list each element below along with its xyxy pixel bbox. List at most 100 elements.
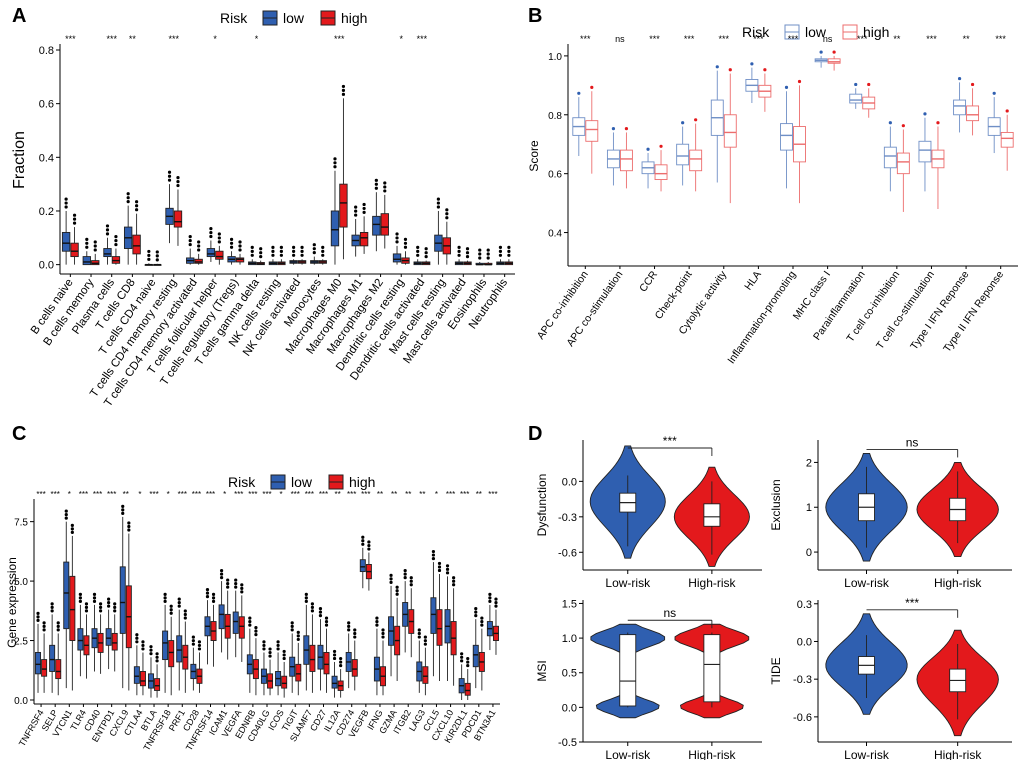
D2-x-tick-label-high-risk: High-risk [934,576,982,590]
C-y-tick-label: 5.0 [14,577,28,588]
C-outlier-low [248,620,252,624]
B-y-tick-label: 0.4 [548,229,562,240]
C-outlier-high [282,649,286,654]
A-outlier-high [424,247,428,251]
A-outlier-high [259,247,263,251]
C-significance-cxcl9: ** [123,490,129,499]
A-outlier-low [498,245,503,249]
B-significance-mhc-class-i: ns [823,34,833,44]
A-outlier-high [155,258,159,262]
A-outlier-low [312,243,316,247]
C-legend-title: Risk [228,474,256,490]
C-outlier-high [268,647,272,651]
A-legend-label-high: high [341,10,367,26]
C-box-low-ccl5 [430,597,437,634]
C-outlier-low [431,553,436,557]
D2-y-axis-label: Exclusion [769,479,783,530]
A-outlier-low [229,245,234,249]
C-outlier-low [332,653,337,657]
A-outlier-high [176,176,180,180]
B-box-low-inflammation-promoting [780,123,793,151]
A-box-high-t-cells-follicular-helper [215,250,224,260]
B-box-high-mhc-class-i [827,58,841,64]
C-outlier-high [296,637,300,642]
C-box-low-tlr4 [77,628,84,651]
A-outlier-high [507,245,511,249]
C-box-low-selp [49,644,56,672]
A-outlier-high [321,249,325,253]
A-outlier-high [424,255,428,259]
A-box-high-t-cells-cd4-memory-resting [173,210,183,228]
C-outlier-high [84,609,89,613]
C-significance-itgb2: ** [405,490,411,499]
C-outlier-high [155,659,159,663]
C-box-high-cd274 [351,659,358,677]
A-outlier-high [507,253,511,257]
C-outlier-low [92,596,97,600]
C-outlier-low [332,656,337,661]
B-significance-check-point: *** [684,34,695,44]
A-y-tick-label: 0.6 [39,99,54,111]
C-significance-cd274: *** [347,490,356,499]
C-outlier-high [113,609,117,613]
C-outlier-high [494,601,498,605]
C-outlier-high [240,586,244,590]
C-outlier-low [431,556,436,561]
A-outlier-high [238,248,242,252]
C-outlier-low [205,587,210,592]
C-outlier-low [191,642,195,646]
D4-y-tick-label: 0.3 [797,599,812,611]
C-outlier-low [248,616,252,620]
A-outlier-high [403,245,408,249]
C-y-axis-label: Gene expression [5,557,19,648]
C-outlier-low [262,640,266,644]
D3-significance-label: ns [663,606,676,620]
A-outlier-low [229,237,234,241]
C-outlier-low [121,504,125,508]
A-outlier-low [126,196,130,200]
C-outlier-low [318,610,323,614]
C-outlier-high [423,639,427,643]
B-outlier-low [819,50,823,54]
A-significance-dendritic-cells-activated: *** [417,34,428,44]
A-significance-t-cells-follicular-helper: * [213,34,217,44]
B-x-tick-label-ccr: CCR [637,268,660,294]
A-outlier-high [72,217,77,221]
B-box-high-ccr [654,164,668,181]
A-outlier-low [354,213,358,217]
C-outlier-high [141,647,145,651]
C-legend-label-low: low [291,474,313,490]
C-y-tick-label: 2.5 [14,637,28,648]
A-outlier-low [478,248,482,252]
C-outlier-low [276,640,280,644]
A-outlier-low [271,253,275,257]
C-outlier-high [98,609,103,613]
A-outlier-low [167,178,172,182]
A-outlier-high [114,242,118,247]
C-outlier-high [423,642,427,646]
C-outlier-low [234,581,238,586]
A-significance-t-cells-gamma-delta: * [255,34,259,44]
A-outlier-low [271,249,275,253]
A-outlier-low [229,241,234,245]
C-significance-ccl5: * [435,490,438,499]
A-outlier-low [478,252,482,256]
A-outlier-high [383,181,387,185]
C-outlier-high [70,523,74,527]
A-outlier-high [197,244,201,248]
A-outlier-high [259,255,263,259]
A-outlier-high [403,241,408,245]
C-outlier-low [347,624,351,628]
C-outlier-high [127,528,131,532]
B-y-axis-label: Score [527,140,541,172]
A-box-low-macrophages-m2 [372,215,381,236]
B-outlier-high [694,118,698,122]
C-significance-vegfb: *** [361,490,370,499]
D4-y-tick-label: -0.6 [793,712,812,724]
C-outlier-low [177,604,181,608]
C-outlier-high [240,583,244,587]
C-outlier-low [389,573,393,577]
D3-box-low-risk [619,634,637,707]
A-outlier-low [64,205,68,209]
